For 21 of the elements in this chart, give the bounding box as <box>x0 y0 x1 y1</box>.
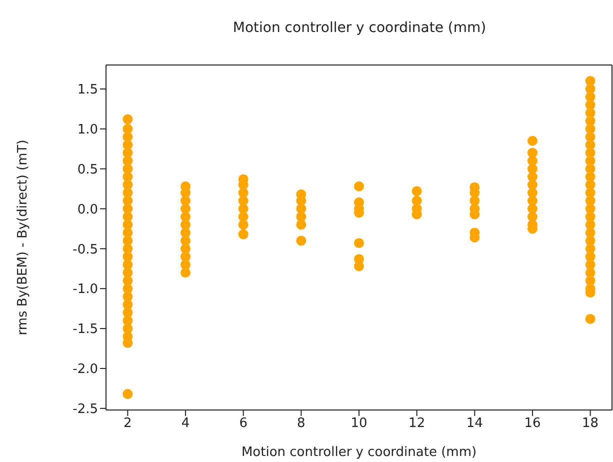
x-tick-label: 18 <box>582 416 599 432</box>
x-tick-label: 6 <box>239 416 248 432</box>
y-tick-label: 0.5 <box>77 162 98 178</box>
y-tick-label: 1.5 <box>77 82 98 98</box>
y-tick-label: 1.0 <box>77 122 98 138</box>
y-tick-label: -2.5 <box>72 402 98 418</box>
x-tick-label: 2 <box>124 416 132 432</box>
x-axis-title: Motion controller y coordinate (mm) <box>241 445 477 460</box>
x-tick-label: 14 <box>466 416 483 432</box>
y-tick-label: -1.5 <box>72 322 98 338</box>
x-tick-label: 10 <box>350 416 368 432</box>
y-axis-title: rms By(BEM) - By(direct) (mT) <box>16 140 31 336</box>
chart-title: Motion controller y coordinate (mm) <box>232 20 488 36</box>
x-tick-label: 8 <box>297 416 306 432</box>
y-tick-label: -1.0 <box>72 282 98 298</box>
y-tick-label: -0.5 <box>72 242 98 258</box>
x-tick-label: 16 <box>524 416 541 432</box>
x-tick-label: 4 <box>181 416 190 432</box>
x-tick-label: 12 <box>408 416 426 432</box>
y-tick-label: 0.0 <box>77 202 98 218</box>
y-tick-label: -2.0 <box>72 362 98 378</box>
